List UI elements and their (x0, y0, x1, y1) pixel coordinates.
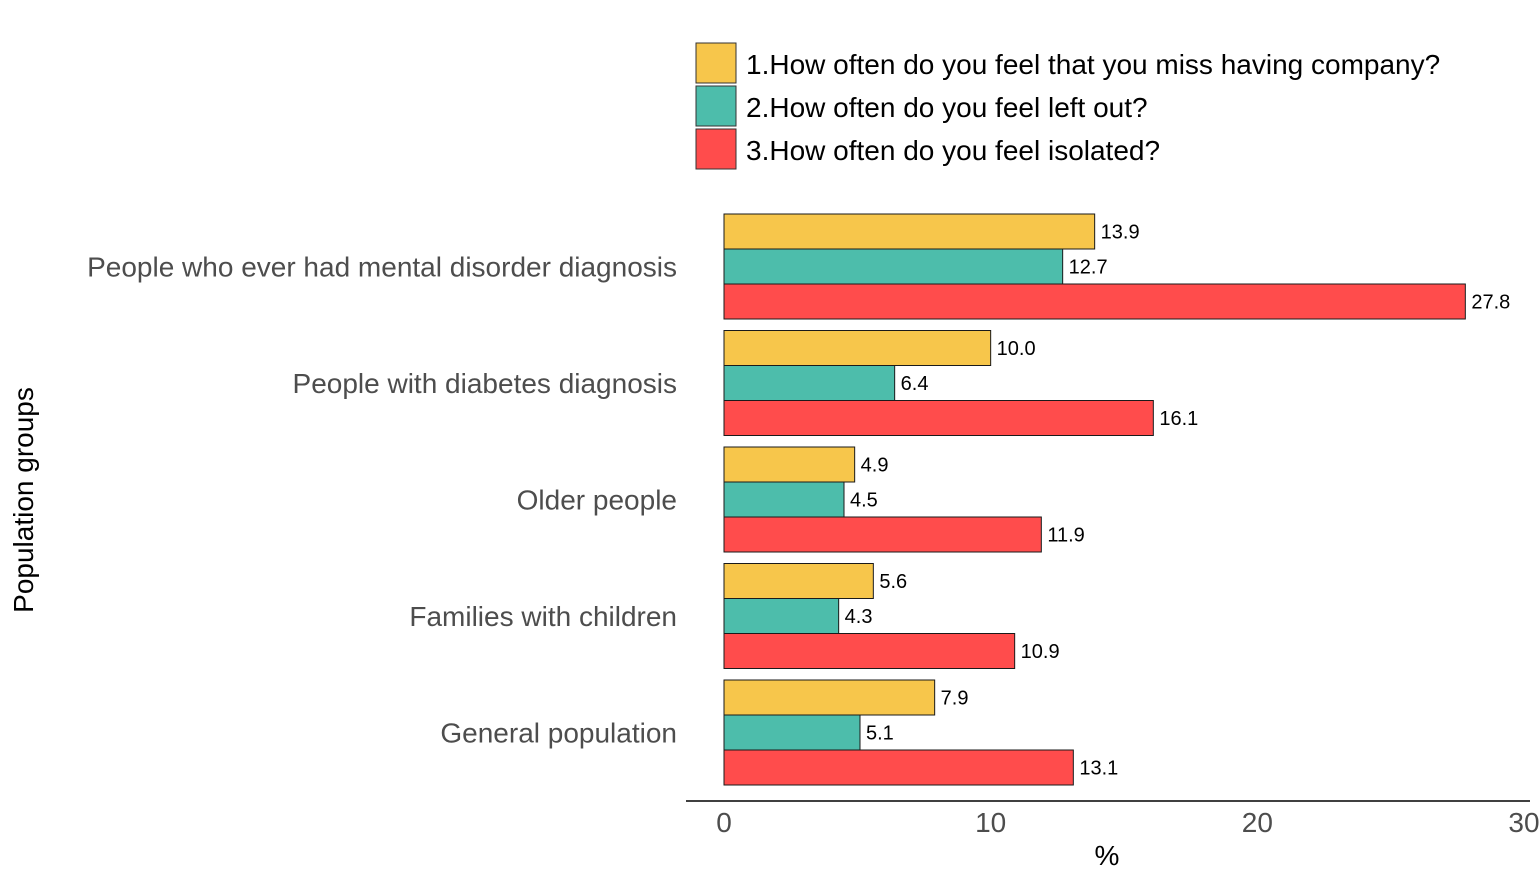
y-axis-title: Population groups (8, 387, 39, 613)
category-label-4: Families with children (409, 601, 677, 632)
data-label-1-series-1: 13.9 (1101, 222, 1140, 244)
x-axis-title: % (1095, 840, 1120, 871)
bar-3-series-2 (723, 481, 845, 518)
x-tick-label-1: 0 (716, 807, 732, 838)
data-label-2-series-2: 6.4 (901, 373, 929, 395)
legend-swatch-1 (695, 42, 737, 84)
x-tick-label-3: 20 (1242, 807, 1273, 838)
bar-5-series-3 (723, 749, 1074, 786)
bar-2-series-2 (723, 365, 896, 401)
legend-label-2: 2.How often do you feel left out? (746, 92, 1148, 123)
bar-1-series-3 (723, 283, 1466, 320)
data-label-4-series-2: 4.3 (845, 606, 873, 628)
legend-label-1: 1.How often do you feel that you miss ha… (746, 49, 1440, 80)
bar-4-series-3 (723, 633, 1016, 669)
data-label-2-series-1: 10.0 (997, 338, 1036, 360)
data-label-3-series-2: 4.5 (850, 490, 878, 512)
x-tick-labels: 0 10 20 30 (716, 807, 1539, 838)
bar-1-series-1 (723, 213, 1096, 250)
data-label-3-series-3: 11.9 (1047, 525, 1084, 547)
data-label-2-series-3: 16.1 (1159, 408, 1198, 430)
legend: 1.How often do you feel that you miss ha… (695, 42, 1440, 170)
x-tick-label-2: 10 (975, 807, 1006, 838)
data-label-5-series-3: 13.1 (1079, 758, 1118, 780)
data-label-1-series-3: 27.8 (1471, 292, 1510, 314)
data-label-5-series-2: 5.1 (866, 723, 894, 745)
data-label-3-series-1: 4.9 (861, 455, 889, 477)
data-label-5-series-1: 7.9 (941, 688, 969, 710)
legend-swatch-2 (695, 85, 737, 127)
category-labels: People who ever had mental disorder diag… (87, 252, 677, 749)
category-label-5: General population (440, 718, 677, 749)
bar-1-series-2 (723, 248, 1064, 285)
legend-swatch-3 (695, 128, 737, 170)
x-tick-label-4: 30 (1508, 807, 1539, 838)
category-label-1: People who ever had mental disorder diag… (87, 252, 677, 283)
bar-4-series-1 (723, 563, 874, 599)
bar-3-series-1 (723, 446, 856, 483)
bar-5-series-2 (723, 714, 861, 751)
bar-2-series-1 (723, 330, 992, 366)
data-label-4-series-1: 5.6 (879, 571, 907, 593)
category-label-2: People with diabetes diagnosis (293, 368, 677, 399)
bar-2-series-3 (723, 400, 1154, 436)
bar-5-series-1 (723, 679, 936, 716)
data-label-4-series-3: 10.9 (1021, 641, 1060, 663)
category-label-3: Older people (517, 485, 677, 516)
bar-3-series-3 (723, 516, 1042, 553)
bars: 13.9 12.7 27.8 10.0 6.4 16.1 4.9 4.5 11.9 5.6 4.3 1… (723, 213, 1510, 786)
legend-label-3: 3.How often do you feel isolated? (746, 135, 1160, 166)
data-label-1-series-2: 12.7 (1069, 257, 1108, 279)
bar-4-series-2 (723, 598, 840, 634)
